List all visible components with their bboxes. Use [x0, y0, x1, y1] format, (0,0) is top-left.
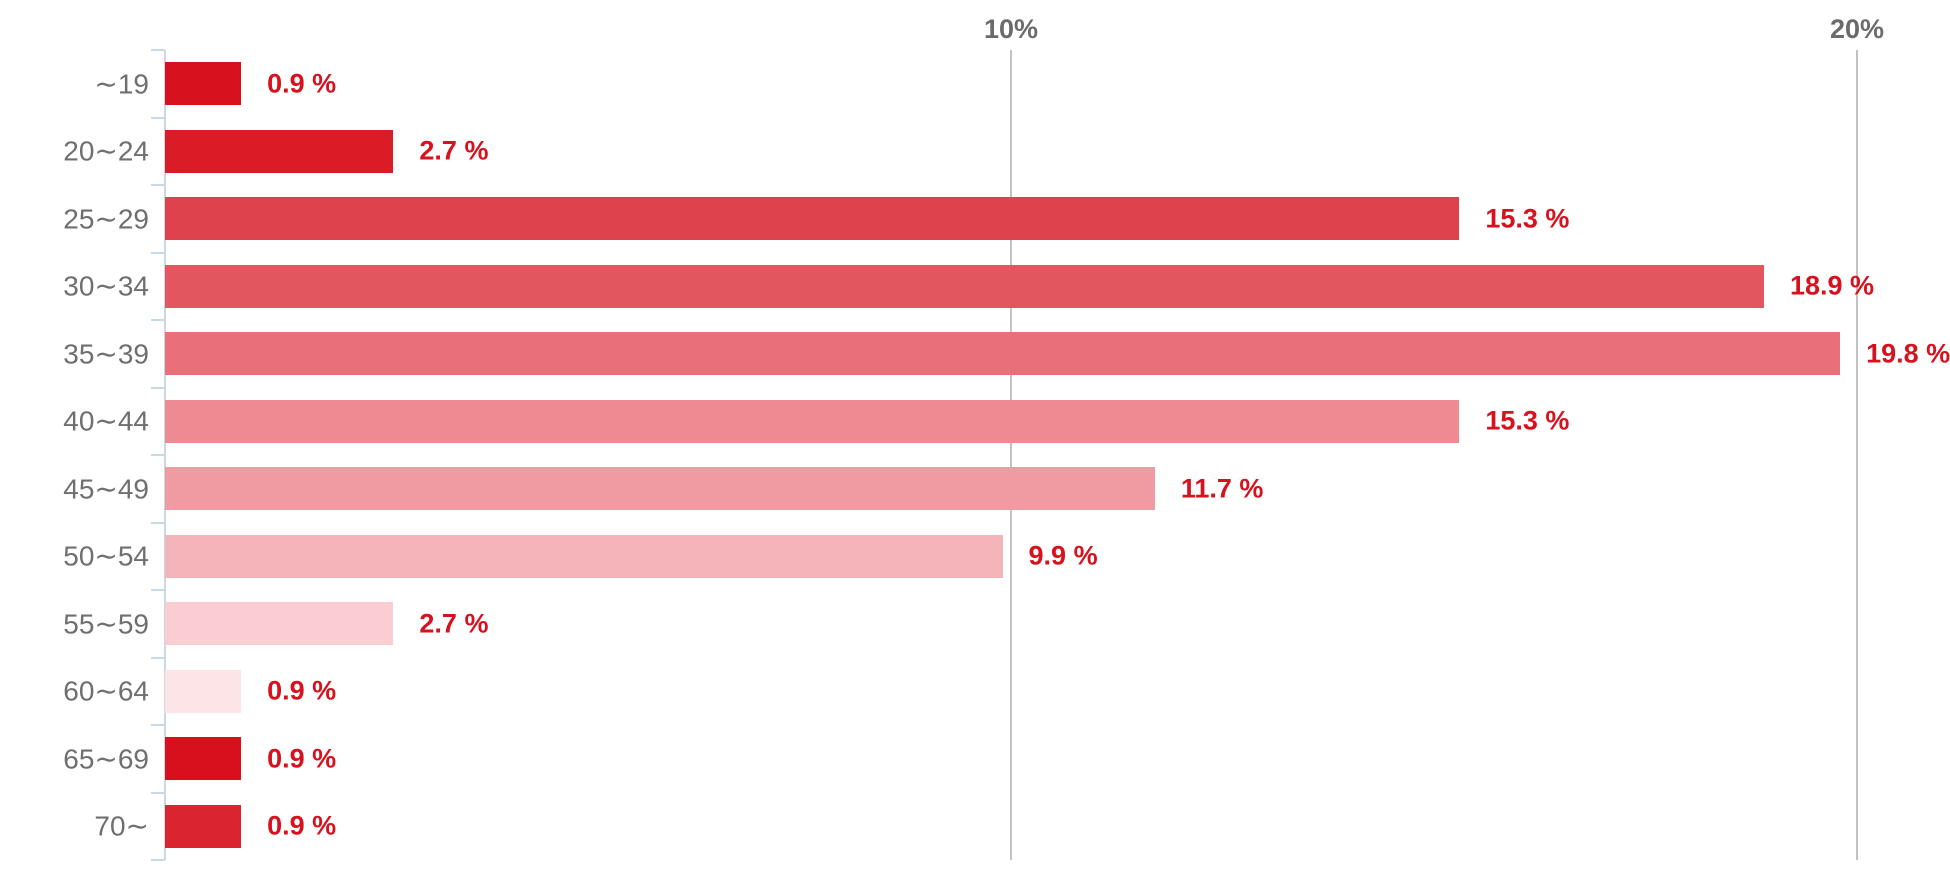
- category-label: 40∼44: [63, 405, 149, 437]
- y-axis-tick: [151, 386, 165, 389]
- y-axis-tick: [151, 454, 165, 456]
- y-axis-tick: [151, 251, 165, 254]
- value-label: 18.9 %: [1789, 270, 1874, 301]
- value-label: 0.9 %: [267, 743, 337, 774]
- bar: [165, 62, 242, 106]
- category-label: 25∼29: [63, 203, 149, 235]
- value-label: 0.9 %: [267, 810, 337, 841]
- category-label: 35∼39: [63, 338, 149, 370]
- y-axis-tick: [151, 589, 165, 591]
- y-axis-tick: [151, 791, 165, 794]
- category-label: ∼19: [94, 68, 149, 100]
- bar: [165, 129, 394, 173]
- value-label: 2.7 %: [419, 608, 489, 639]
- bar: [165, 399, 1460, 443]
- y-axis-tick: [151, 184, 165, 186]
- value-label: 19.8 %: [1866, 338, 1950, 369]
- value-label: 15.3 %: [1485, 405, 1570, 436]
- bar: [165, 669, 242, 713]
- bar: [165, 332, 1841, 376]
- x-axis-tick-label: 10%: [983, 14, 1039, 44]
- y-axis-line: [164, 50, 166, 860]
- y-axis-tick: [151, 116, 165, 119]
- y-axis-tick: [151, 656, 165, 659]
- value-label: 2.7 %: [419, 135, 489, 166]
- bar: [165, 197, 1460, 241]
- value-label: 9.9 %: [1028, 540, 1098, 571]
- value-label: 11.7 %: [1180, 473, 1264, 504]
- value-label: 15.3 %: [1485, 203, 1570, 234]
- value-label: 0.9 %: [267, 68, 337, 99]
- category-label: 55∼59: [63, 608, 149, 640]
- category-label: 30∼34: [63, 270, 149, 302]
- bar: [165, 602, 394, 646]
- category-label: 20∼24: [63, 135, 149, 167]
- bar: [165, 467, 1155, 511]
- x-gridline: [1856, 50, 1858, 860]
- x-axis-tick-label: 20%: [1829, 14, 1885, 44]
- bar: [165, 264, 1764, 308]
- y-axis-tick: [151, 859, 165, 861]
- x-gridline: [1010, 50, 1012, 860]
- category-label: 65∼69: [63, 743, 149, 775]
- y-axis-tick: [151, 724, 165, 726]
- bar: [165, 534, 1003, 578]
- category-label: 50∼54: [63, 540, 149, 572]
- category-label: 60∼64: [63, 675, 149, 707]
- y-axis-tick: [151, 49, 165, 51]
- bar: [165, 737, 242, 781]
- y-axis-tick: [151, 521, 165, 524]
- y-axis-tick: [151, 319, 165, 321]
- bar: [165, 804, 242, 848]
- value-label: 0.9 %: [267, 675, 337, 706]
- category-label: 45∼49: [63, 473, 149, 505]
- category-label: 70∼: [94, 810, 149, 842]
